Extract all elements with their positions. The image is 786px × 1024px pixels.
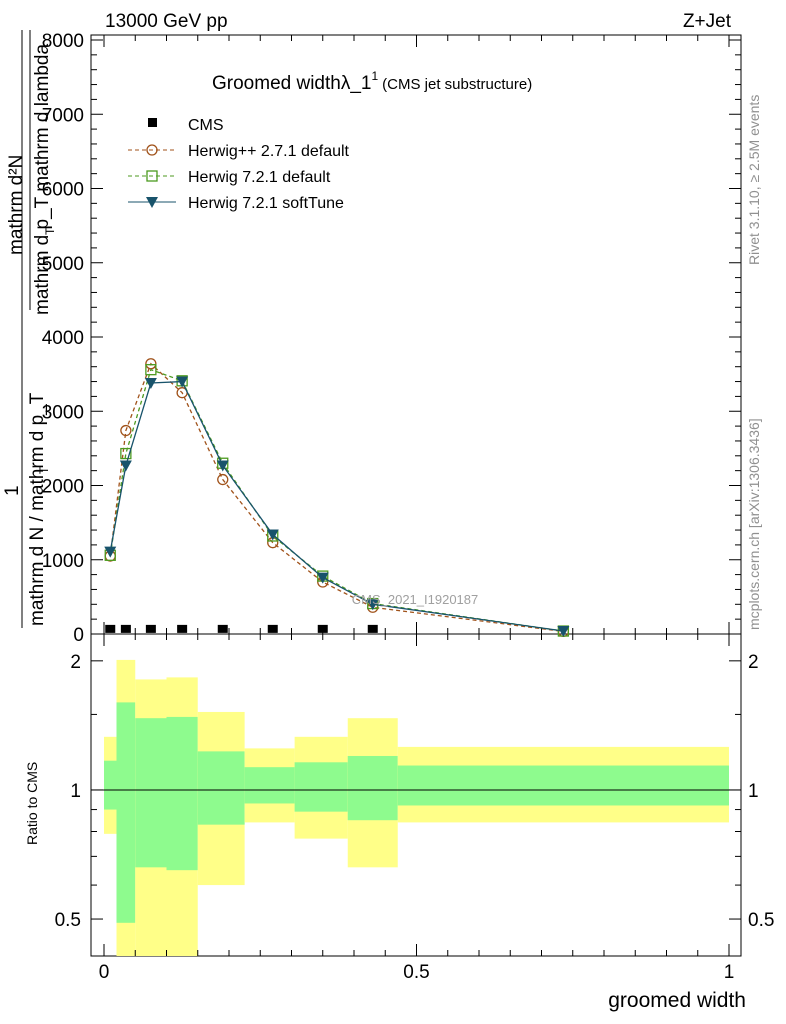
x-tick-label-2: 1	[724, 962, 735, 983]
ylabel-den: mathrm d p_T mathrm d lambda	[32, 44, 53, 315]
main-y-label: mathrm d²N mathrm d p_T mathrm d lambda …	[2, 30, 57, 628]
series-2-point-2	[145, 364, 157, 376]
plot-title: Groomed widthλ_11 (CMS jet substructure)	[212, 69, 532, 94]
series-1-point-1	[120, 424, 132, 437]
series-3-point-4	[216, 460, 229, 472]
legend-herwig72-label: Herwig 7.2.1 default	[188, 169, 331, 186]
series-3-point-7	[366, 599, 379, 611]
main-ytick-label-0: 0	[73, 625, 84, 646]
series-0-point-5	[267, 624, 278, 633]
series-3-point-5	[266, 529, 279, 541]
series-line-2	[109, 368, 564, 632]
plot-title-main: Groomed widthλ_1	[212, 73, 371, 94]
ratio-ytick-label-left-2: 2	[70, 652, 81, 673]
series-line-3	[109, 380, 564, 632]
series-0-point-6	[317, 624, 328, 633]
ratio-bands	[104, 659, 729, 956]
main-y-ticks: 0 1000 2000 3000 4000 5000 6000 7000 8000	[42, 31, 741, 646]
legend-cms-label: CMS	[188, 117, 224, 134]
ratio-band-green-3	[166, 716, 198, 871]
series-0-point-3	[177, 624, 188, 633]
ratio-band-green-8	[397, 765, 729, 806]
series-line-1	[109, 362, 564, 633]
legend: CMS Herwig++ 2.7.1 default Herwig 7.2.1 …	[128, 117, 350, 212]
series-3-point-8	[557, 626, 570, 638]
plot-title-sup: 1	[371, 69, 378, 83]
main-ytick-label-3: 3000	[42, 402, 84, 423]
x-tick-label-1: 0.5	[403, 962, 429, 983]
legend-herwigpp-label: Herwig++ 2.7.1 default	[188, 143, 350, 160]
legend-softtune-marker	[146, 197, 158, 208]
series-3-point-1	[119, 460, 132, 472]
ylabel-norm-T: T	[37, 466, 51, 474]
series-1-point-2	[145, 358, 157, 370]
side-rivet-label: Rivet 3.1.10, ≥ 2.5M events	[746, 95, 762, 265]
plot-title-sub: (CMS jet substructure)	[382, 76, 532, 93]
ratio-ytick-label-left-0: 0.5	[55, 910, 81, 931]
series-layer	[104, 358, 570, 638]
ratio-ytick-label-right-1: 1	[748, 781, 759, 802]
series-3-point-2	[144, 378, 157, 390]
ratio-band-green-1	[116, 702, 136, 923]
main-ytick-label-7: 7000	[42, 105, 84, 126]
series-0-point-2	[145, 624, 156, 633]
series-0-point-7	[367, 624, 378, 633]
x-axis-label: groomed width	[608, 989, 746, 1012]
ratio-band-green-0	[104, 760, 117, 810]
ylabel-one: 1	[2, 485, 23, 496]
x-tick-label-0: 0	[99, 962, 110, 983]
process-label: Z+Jet	[683, 11, 732, 32]
main-ytick-label-4: 4000	[42, 328, 84, 349]
ylabel-num: mathrm d²N	[6, 155, 27, 255]
legend-herwig72-marker	[146, 170, 158, 182]
series-0-point-1	[120, 624, 131, 633]
ratio-y-label: Ratio to CMS	[24, 762, 40, 845]
energy-label: 13000 GeV pp	[105, 11, 228, 32]
ratio-ytick-label-right-0: 0.5	[748, 910, 774, 931]
main-ytick-label-5: 5000	[42, 254, 84, 275]
series-3-point-6	[316, 572, 329, 584]
series-2-point-1	[120, 447, 132, 460]
ylabel-norm: mathrm d N / mathrm d p_T	[27, 392, 48, 626]
main-ytick-label-2: 2000	[42, 477, 84, 498]
ratio-band-green-2	[135, 718, 167, 868]
watermark-label: CMS_2021_I1920187	[352, 592, 479, 607]
ratio-band-green-6	[294, 762, 348, 812]
ylabel-den-T: T	[43, 227, 57, 235]
ratio-band-green-4	[197, 751, 245, 825]
ratio-y-ticks: 0.5 0.5 1 1 2 2	[55, 652, 775, 931]
ratio-ytick-label-left-1: 1	[70, 781, 81, 802]
legend-herwigpp-marker	[146, 144, 158, 156]
main-ytick-label-1: 1000	[42, 551, 84, 572]
ratio-band-green-5	[244, 767, 295, 804]
x-ticks: 0 0.5 1	[99, 35, 735, 983]
series-0-point-4	[217, 624, 228, 633]
main-ytick-label-6: 6000	[42, 180, 84, 201]
side-mcplots-label: mcplots.cern.ch [arXiv:1306.3436]	[746, 418, 762, 630]
ratio-band-green-7	[347, 755, 398, 821]
series-3-point-0	[104, 546, 117, 558]
ratio-ytick-label-right-2: 2	[748, 652, 759, 673]
legend-softtune-label: Herwig 7.2.1 softTune	[188, 195, 344, 212]
series-0-point-0	[105, 624, 116, 633]
series-3-point-3	[176, 376, 189, 388]
main-ytick-label-8: 8000	[42, 31, 84, 52]
legend-cms-marker	[148, 118, 157, 127]
series-1-point-4	[217, 473, 229, 486]
